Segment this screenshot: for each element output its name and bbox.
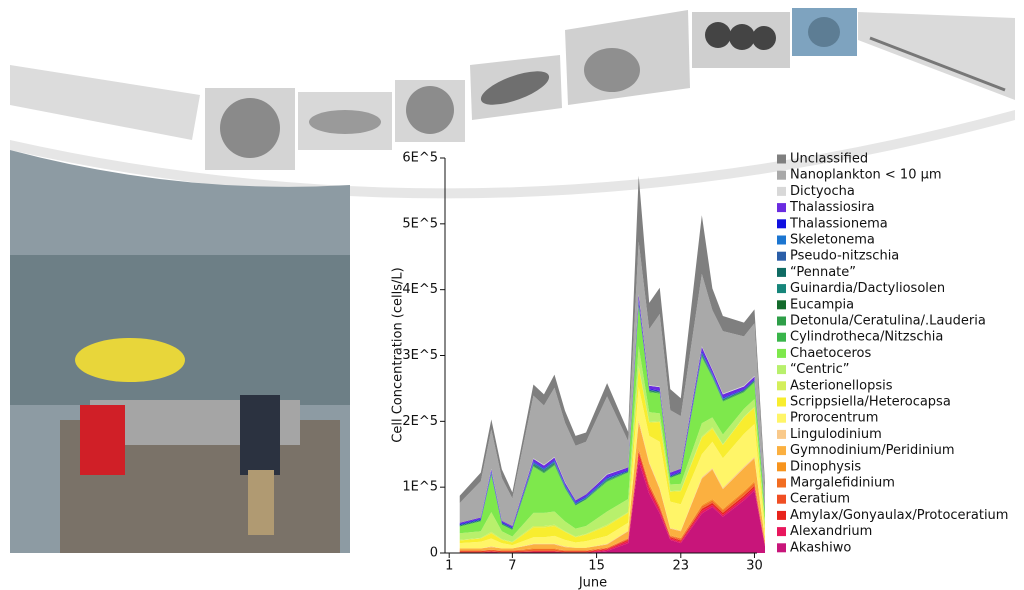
- legend-label: Cylindrotheca/Nitzschia: [790, 330, 943, 345]
- x-tick-label: 30: [746, 559, 763, 574]
- legend-label: Eucampia: [790, 297, 854, 312]
- legend-label: Amylax/Gonyaulax/Protoceratium: [790, 508, 1008, 523]
- plankton-cell: [220, 98, 280, 158]
- y-tick-label: 3E^5: [402, 348, 438, 363]
- figure: Cell Concentration (cells/L) June 01E^52…: [0, 0, 1024, 590]
- plankton-cell: [752, 26, 776, 50]
- x-tick-label: 1: [445, 559, 453, 574]
- water: [10, 255, 350, 405]
- y-tick-label: 5E^5: [402, 216, 438, 231]
- legend-swatch: [777, 155, 786, 164]
- legend-swatch: [777, 284, 786, 293]
- legend-swatch: [777, 543, 786, 552]
- plankton-image: [10, 65, 200, 140]
- y-tick-label: 1E^5: [402, 480, 438, 495]
- plankton-cell: [808, 17, 840, 47]
- legend-label: Scrippsiella/Heterocapsa: [790, 395, 951, 410]
- legend-label: Thalassionema: [789, 216, 888, 231]
- legend-label: Guinardia/Dactyliosolen: [790, 281, 945, 296]
- buoy: [75, 338, 185, 382]
- legend-swatch: [777, 317, 786, 326]
- legend-label: Akashiwo: [790, 540, 851, 555]
- areas: [460, 176, 765, 553]
- y-tick-label: 4E^5: [402, 282, 438, 297]
- x-tick-label: 23: [673, 559, 690, 574]
- legend-swatch: [777, 381, 786, 390]
- legend-label: Prorocentrum: [790, 411, 878, 426]
- x-tick-label: 15: [588, 559, 605, 574]
- legend-swatch: [777, 300, 786, 309]
- boat-photo: [10, 150, 350, 553]
- legend-label: Dinophysis: [790, 459, 861, 474]
- legend-label: Thalassiosira: [789, 200, 875, 215]
- legend-label: Chaetoceros: [790, 346, 871, 361]
- plankton-cell: [729, 24, 755, 50]
- legend-swatch: [777, 495, 786, 504]
- x-axis-label: June: [578, 576, 607, 590]
- legend-swatch: [777, 365, 786, 374]
- legend-swatch: [777, 414, 786, 423]
- legend-label: “Centric”: [790, 362, 850, 377]
- x-tick-label: 7: [508, 559, 516, 574]
- legend-label: Pseudo-nitzschia: [790, 249, 899, 264]
- legend-swatch: [777, 446, 786, 455]
- legend-swatch: [777, 333, 786, 342]
- y-tick-label: 2E^5: [402, 414, 438, 429]
- legend-label: Margalefidinium: [790, 476, 895, 491]
- legend-swatch: [777, 430, 786, 439]
- legend-swatch: [777, 462, 786, 471]
- legend-swatch: [777, 187, 786, 196]
- legend-swatch: [777, 252, 786, 261]
- plankton-cell: [705, 22, 731, 48]
- plankton-image: [858, 12, 1015, 100]
- legend-label: Gymnodinium/Peridinium: [790, 443, 955, 458]
- person: [248, 470, 274, 535]
- plankton-cell: [584, 48, 640, 92]
- legend-label: Unclassified: [790, 152, 868, 167]
- legend-swatch: [777, 527, 786, 536]
- legend-swatch: [777, 398, 786, 407]
- legend-swatch: [777, 236, 786, 245]
- legend-label: Dictyocha: [790, 184, 855, 199]
- legend-swatch: [777, 511, 786, 520]
- plankton-cell: [309, 110, 381, 134]
- chart: Cell Concentration (cells/L) June 01E^52…: [391, 151, 1009, 590]
- legend-label: “Pennate”: [790, 265, 856, 280]
- legend-swatch: [777, 219, 786, 228]
- legend-swatch: [777, 203, 786, 212]
- legend-swatch: [777, 479, 786, 488]
- legend-label: Skeletonema: [790, 233, 875, 248]
- person: [80, 405, 125, 475]
- plankton-cell: [406, 86, 454, 134]
- legend-swatch: [777, 349, 786, 358]
- legend-swatch: [777, 171, 786, 180]
- legend-label: Ceratium: [790, 492, 850, 507]
- legend-label: Detonula/Ceratulina/.Lauderia: [790, 314, 986, 329]
- legend-label: Alexandrium: [790, 524, 872, 539]
- legend-label: Lingulodinium: [790, 427, 882, 442]
- legend-swatch: [777, 268, 786, 277]
- y-tick-label: 0: [430, 546, 438, 561]
- legend-label: Nanoplankton < 10 µm: [790, 168, 942, 183]
- y-tick-label: 6E^5: [402, 151, 438, 166]
- legend-label: Asterionellopsis: [790, 378, 893, 393]
- person: [240, 395, 280, 475]
